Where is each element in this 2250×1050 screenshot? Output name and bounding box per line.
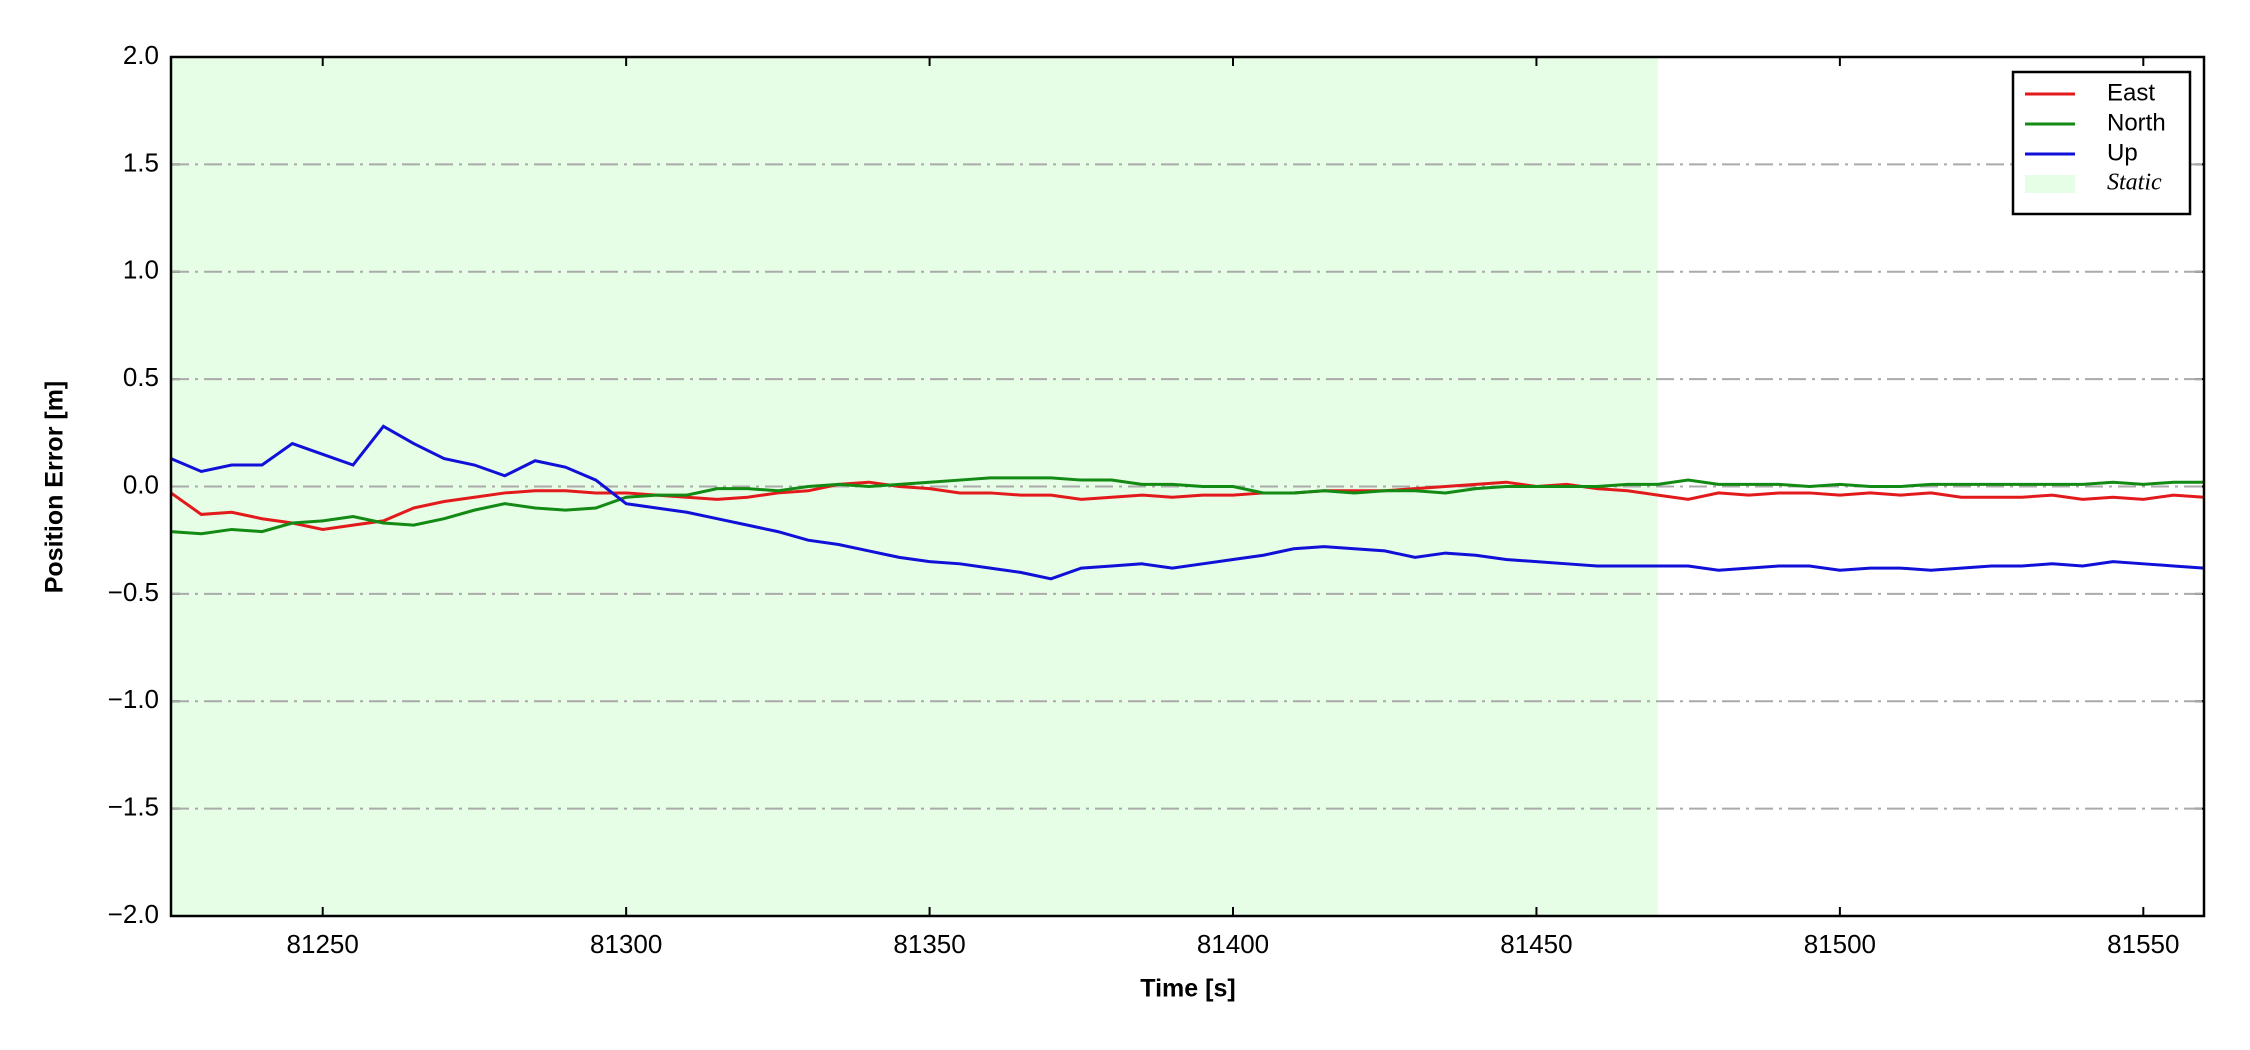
x-tick-label: 81400	[1197, 929, 1269, 959]
x-tick-label: 81300	[590, 929, 662, 959]
legend-label: North	[2107, 109, 2166, 136]
y-axis-label: Position Error [m]	[41, 381, 69, 594]
y-tick-label: 0.0	[123, 469, 159, 499]
y-tick-label: −1.5	[108, 792, 159, 822]
series-line	[170, 424, 2205, 581]
legend-swatch	[2025, 175, 2075, 193]
y-tick-label: 1.0	[123, 255, 159, 285]
series-line	[170, 476, 2204, 536]
x-tick-label: 81550	[2107, 929, 2179, 959]
y-tick-label: 2.0	[123, 40, 159, 70]
series-line	[170, 480, 2205, 531]
y-tick-label: −0.5	[108, 577, 159, 607]
y-tick-label: −2.0	[108, 899, 159, 929]
x-tick-label: 81500	[1804, 929, 1876, 959]
x-tick-label: 81450	[1500, 929, 1572, 959]
x-axis-label: Time [s]	[1140, 975, 1235, 1003]
x-tick-label: 81250	[287, 929, 359, 959]
x-tick-label: 81350	[893, 929, 965, 959]
legend-label: Static	[2107, 170, 2162, 196]
y-tick-label: 1.5	[123, 147, 159, 177]
y-tick-label: 0.5	[123, 362, 159, 392]
legend-label: East	[2107, 79, 2155, 106]
y-tick-label: −1.0	[108, 684, 159, 714]
plot-frame	[169, 55, 2206, 918]
legend-label: Up	[2107, 139, 2138, 166]
